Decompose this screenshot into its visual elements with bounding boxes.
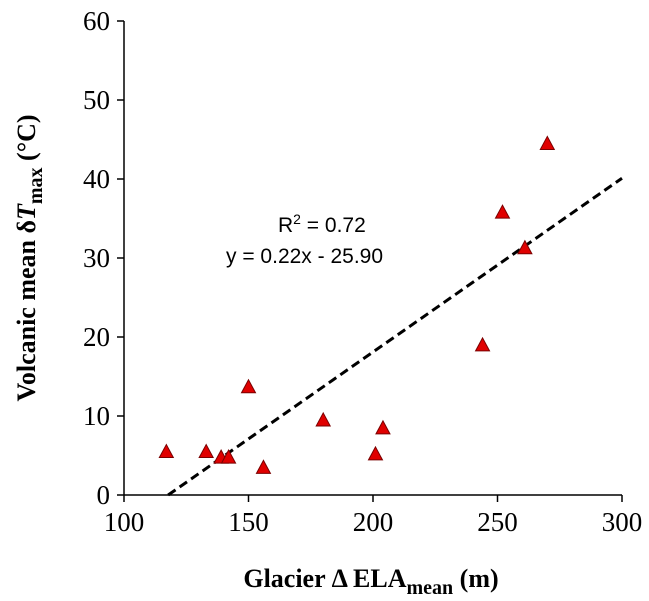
data-points (158, 135, 556, 474)
r2-label: R (278, 214, 293, 237)
y-axis-title-unit: (°C) (12, 114, 41, 167)
x-axis-title-unit: (m) (453, 564, 498, 593)
y-axis-title-italic: T (12, 203, 41, 220)
data-point-marker (539, 135, 556, 150)
y-tick-label: 40 (83, 164, 110, 194)
y-tick-label: 20 (83, 322, 110, 352)
data-point-marker (315, 411, 332, 427)
data-point-marker (198, 443, 215, 459)
x-axis-ticks: 100 150 200 250 300 (104, 495, 643, 537)
data-point-marker (474, 336, 491, 352)
y-tick-label: 60 (83, 6, 110, 36)
x-tick-label: 100 (104, 507, 145, 537)
x-tick-label: 200 (353, 507, 394, 537)
y-axis-title-subscript: max (25, 167, 47, 204)
x-tick-label: 150 (228, 507, 269, 537)
data-point-marker (158, 443, 175, 459)
y-tick-label: 50 (83, 85, 110, 115)
r2-superscript: 2 (293, 211, 301, 227)
y-tick-label: 30 (83, 243, 110, 273)
x-axis-title: Glacier Δ ELAmean (m) (243, 564, 498, 599)
data-point-marker (220, 449, 237, 464)
x-axis-title-subscript: mean (407, 577, 454, 599)
x-tick-label: 250 (477, 507, 518, 537)
y-axis-title: Volcanic mean δTmax (°C) (12, 114, 47, 401)
data-point-marker (255, 459, 272, 474)
data-point-marker (517, 239, 533, 255)
x-axis-title-main: Glacier Δ ELA (243, 564, 406, 593)
x-tick-label: 300 (602, 507, 643, 537)
y-axis-ticks: 0 10 20 30 40 50 60 (83, 6, 124, 510)
r-squared-annotation: R2 = 0.72 (278, 211, 366, 237)
r2-value: = 0.72 (301, 214, 366, 237)
data-point-marker (240, 378, 257, 394)
y-axis-title-main: Volcanic mean δ (12, 220, 41, 402)
trendline-equation: y = 0.22x - 25.90 (226, 245, 383, 268)
y-tick-label: 0 (97, 480, 111, 510)
data-point-marker (375, 419, 391, 435)
y-tick-label: 10 (83, 401, 110, 431)
data-point-marker (494, 204, 511, 219)
trendline (167, 176, 623, 497)
data-point-marker (367, 445, 384, 461)
